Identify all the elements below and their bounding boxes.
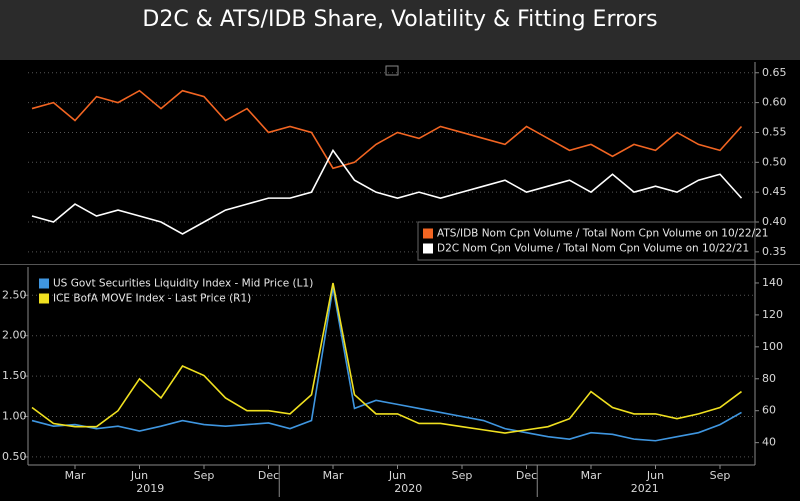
y2-tick-label: 80 bbox=[762, 372, 776, 385]
x-tick-label: Sep bbox=[710, 469, 731, 482]
y-tick-label: 2.00 bbox=[2, 329, 27, 342]
x-tick-label: Mar bbox=[323, 469, 344, 482]
legend-swatch bbox=[39, 278, 49, 289]
y2-tick-label: 140 bbox=[762, 276, 783, 289]
title-bar bbox=[0, 0, 800, 60]
y2-tick-label: 40 bbox=[762, 436, 776, 449]
x-tick-label: Mar bbox=[65, 469, 86, 482]
legend-box bbox=[417, 221, 756, 261]
y-tick-label: 0.60 bbox=[762, 96, 787, 109]
x-tick-label: Sep bbox=[194, 469, 215, 482]
series-line bbox=[31, 287, 742, 442]
x-tick-label: Jun bbox=[130, 469, 148, 482]
x-tick-label: Mar bbox=[581, 469, 602, 482]
series-line bbox=[31, 282, 742, 434]
x-tick-label: Jun bbox=[388, 469, 406, 482]
legend-label: ATS/IDB Nom Cpn Volume / Total Nom Cpn V… bbox=[437, 228, 768, 240]
y-tick-label: 0.35 bbox=[762, 245, 787, 258]
x-group-label: 2021 bbox=[631, 482, 659, 495]
legend-label: ICE BofA MOVE Index - Last Price (R1) bbox=[53, 293, 251, 305]
x-tick-label: Dec bbox=[258, 469, 279, 482]
y-tick-label: 0.65 bbox=[762, 66, 787, 79]
x-tick-label: Jun bbox=[646, 469, 664, 482]
legend-swatch bbox=[39, 293, 49, 304]
legend-label: D2C Nom Cpn Volume / Total Nom Cpn Volum… bbox=[437, 243, 749, 255]
chart-title: D2C & ATS/IDB Share, Volatility & Fittin… bbox=[142, 7, 657, 32]
y-tick-label: 1.00 bbox=[2, 410, 27, 423]
y2-tick-label: 120 bbox=[762, 308, 783, 321]
y-tick-label: 0.45 bbox=[762, 185, 787, 198]
y-tick-label: 1.50 bbox=[2, 369, 27, 382]
series-line bbox=[31, 148, 743, 235]
x-group-label: 2019 bbox=[136, 482, 164, 495]
y-tick-label: 0.50 bbox=[762, 155, 787, 168]
y-tick-label: 0.55 bbox=[762, 125, 787, 138]
y2-tick-label: 100 bbox=[762, 340, 783, 353]
legend-swatch bbox=[423, 228, 433, 239]
series-line bbox=[31, 89, 743, 170]
y-tick-label: 0.40 bbox=[762, 215, 787, 228]
y-tick-label: 0.50 bbox=[2, 450, 27, 463]
panel-icon bbox=[385, 65, 399, 76]
legend-swatch bbox=[423, 243, 433, 254]
legend-label: US Govt Securities Liquidity Index - Mid… bbox=[53, 278, 313, 290]
y2-tick-label: 60 bbox=[762, 404, 776, 417]
x-tick-label: Dec bbox=[516, 469, 537, 482]
x-group-label: 2020 bbox=[394, 482, 422, 495]
y-tick-label: 2.50 bbox=[2, 288, 27, 301]
x-tick-label: Sep bbox=[452, 469, 473, 482]
